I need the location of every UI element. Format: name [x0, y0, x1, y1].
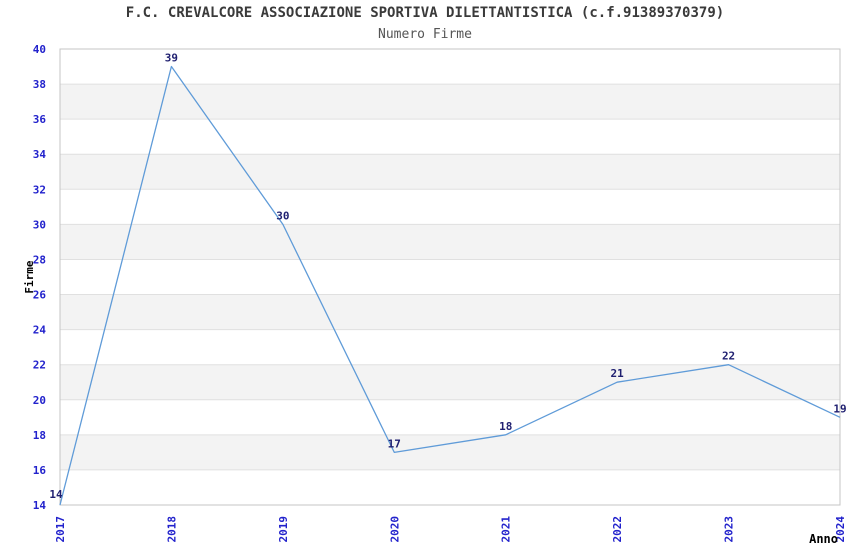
x-tick-label: 2020: [388, 516, 401, 543]
data-point-label: 17: [388, 437, 401, 450]
plot-band: [60, 189, 840, 225]
x-tick-label: 2021: [500, 516, 513, 543]
data-point-label: 14: [49, 488, 63, 501]
plot-band: [60, 224, 840, 260]
y-tick-label: 28: [33, 253, 46, 266]
y-tick-label: 24: [33, 324, 47, 337]
y-tick-label: 30: [33, 218, 46, 231]
plot-band: [60, 294, 840, 330]
data-point-label: 22: [722, 350, 735, 363]
y-tick-label: 16: [33, 464, 47, 477]
y-tick-label: 26: [33, 289, 47, 302]
chart-subtitle: Numero Firme: [378, 27, 472, 42]
y-axis-title: Firme: [23, 260, 36, 293]
plot-band: [60, 329, 840, 365]
data-point-label: 39: [165, 52, 178, 65]
x-tick-label: 2022: [611, 516, 624, 543]
plot-band: [60, 154, 840, 190]
plot-band: [60, 119, 840, 155]
plot-band: [60, 49, 840, 85]
y-tick-label: 34: [33, 148, 47, 161]
y-tick-label: 38: [33, 78, 46, 91]
x-tick-label: 2017: [54, 516, 67, 543]
plot-band: [60, 469, 840, 505]
x-tick-label: 2018: [165, 516, 178, 543]
data-point-label: 19: [833, 402, 846, 415]
chart-title: F.C. CREVALCORE ASSOCIAZIONE SPORTIVA DI…: [125, 5, 725, 21]
x-tick-label: 2019: [277, 516, 290, 543]
y-tick-label: 20: [33, 394, 46, 407]
series-line: [59, 65, 841, 506]
data-point-label: 18: [499, 420, 512, 433]
y-tick-label: 40: [33, 43, 46, 56]
plot-band: [60, 84, 840, 120]
y-tick-label: 22: [33, 359, 46, 372]
x-tick-label: 2023: [723, 516, 736, 543]
plot-border: [59, 48, 841, 506]
plot-band: [60, 399, 840, 435]
plot-band: [60, 364, 840, 400]
plot-band: [60, 434, 840, 470]
y-tick-label: 14: [33, 499, 47, 512]
y-tick-label: 32: [33, 183, 46, 196]
data-point-label: 30: [276, 209, 289, 222]
data-point-label: 21: [611, 367, 625, 380]
y-tick-label: 36: [33, 113, 47, 126]
y-tick-label: 18: [33, 429, 46, 442]
plot-band: [60, 259, 840, 295]
x-tick-label: 2024: [834, 516, 847, 543]
x-axis-title: Anno: [809, 532, 838, 546]
